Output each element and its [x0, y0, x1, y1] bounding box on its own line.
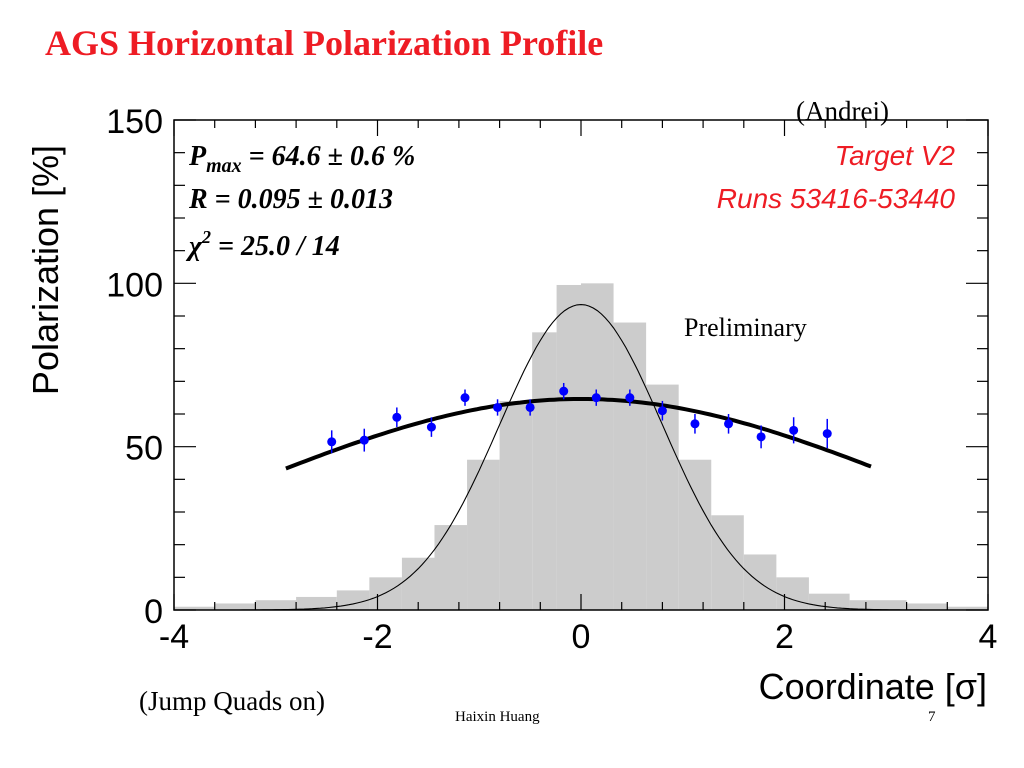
y-tick-label: 50 — [125, 430, 163, 468]
data-point — [426, 422, 436, 432]
data-point — [756, 432, 766, 442]
histogram-bar — [849, 600, 907, 610]
fit-curve — [285, 397, 872, 471]
histogram — [174, 283, 988, 610]
fit-pmax-p: P — [188, 141, 207, 172]
data-point — [690, 419, 700, 429]
author-note: (Andrei) — [796, 96, 889, 126]
data-point — [625, 393, 635, 403]
x-tick-label: -2 — [362, 618, 392, 656]
data-point — [559, 386, 569, 396]
data-point — [525, 402, 535, 412]
histogram-bar — [255, 600, 297, 610]
slide-title: AGS Horizontal Polarization Profile — [45, 23, 604, 63]
data-point — [657, 406, 667, 416]
data-point — [789, 425, 799, 435]
data-point — [327, 437, 337, 447]
histogram-bar — [467, 459, 500, 610]
y-tick-label: 0 — [144, 593, 163, 631]
condition-note: (Jump Quads on) — [139, 686, 325, 716]
x-tick-label: 2 — [775, 618, 794, 656]
x-tick-label: 0 — [572, 618, 591, 656]
histogram-bar — [434, 525, 468, 610]
histogram-bar — [401, 557, 435, 610]
page-number: 7 — [928, 709, 936, 725]
x-tick-label: -4 — [159, 618, 189, 656]
fit-chi-symbol: χ — [185, 231, 203, 262]
x-axis-label: Coordinate [σ] — [759, 666, 987, 707]
histogram-bar — [613, 322, 647, 610]
x-tick-label: 4 — [979, 618, 998, 656]
data-points — [327, 382, 832, 454]
histogram-bar — [556, 284, 581, 610]
histogram-bar — [532, 332, 557, 610]
fit-pmax-value: = 64.6 ± 0.6 % — [242, 141, 416, 172]
data-point — [822, 429, 832, 439]
histogram-bar — [646, 384, 679, 610]
data-point — [392, 412, 402, 422]
data-point — [493, 402, 503, 412]
histogram-bar — [336, 590, 370, 610]
target-label: Target V2 — [835, 140, 956, 171]
preliminary-label: Preliminary — [684, 313, 807, 342]
histogram-bar — [174, 606, 215, 610]
footer-author: Haixin Huang — [455, 709, 540, 725]
fit-chi2: χ2 = 25.0 / 14 — [185, 227, 340, 262]
histogram-bar — [711, 515, 744, 610]
histogram-bar — [678, 459, 712, 610]
fit-chi-sup: 2 — [201, 227, 211, 247]
axis-ticks — [173, 119, 989, 611]
histogram-bar — [947, 606, 988, 610]
data-point — [359, 435, 369, 445]
data-point — [460, 393, 470, 403]
y-tick-label: 150 — [106, 103, 163, 141]
gaussian-curve — [174, 304, 988, 611]
histogram-bar — [581, 283, 614, 610]
data-point — [591, 393, 601, 403]
fit-chi-value: = 25.0 / 14 — [211, 231, 340, 262]
histogram-bar — [499, 400, 533, 610]
runs-label: Runs 53416-53440 — [717, 183, 956, 214]
y-tick-label: 100 — [106, 266, 163, 304]
y-axis-label: Polarization [%] — [25, 145, 66, 395]
data-point — [724, 419, 734, 429]
histogram-bar — [214, 603, 256, 610]
histogram-bar — [906, 603, 948, 610]
histogram-bar — [296, 596, 337, 610]
fit-pmax: Pmax = 64.6 ± 0.6 % — [188, 141, 415, 177]
tick-labels: -4 -2 0 2 4 0 50 100 150 — [106, 103, 997, 656]
fit-pmax-sub: max — [206, 155, 242, 177]
histogram-bar — [776, 577, 809, 610]
fit-r: R = 0.095 ± 0.013 — [188, 184, 393, 215]
histogram-bar — [369, 577, 402, 610]
